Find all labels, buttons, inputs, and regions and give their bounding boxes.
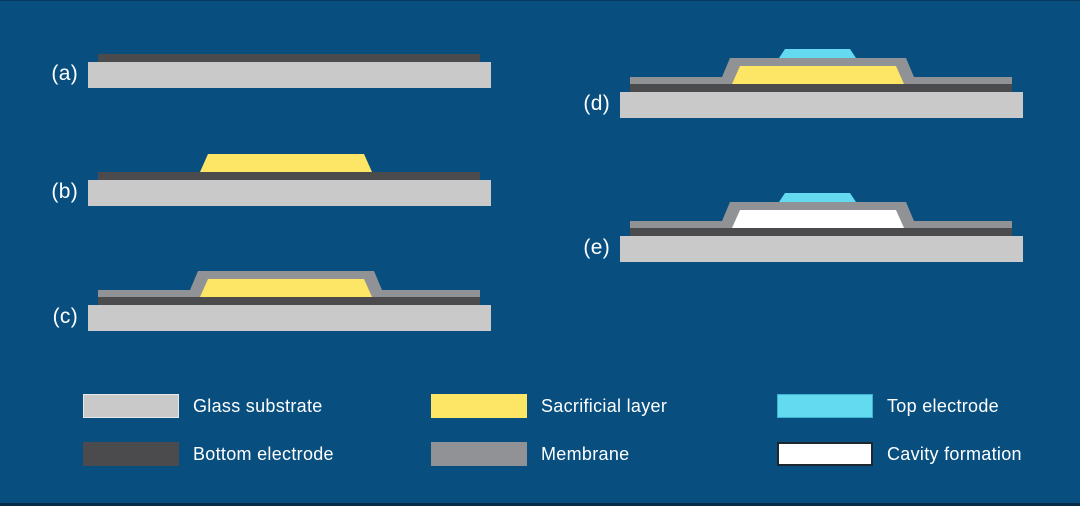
step-a-label: (a): [51, 62, 78, 85]
layer-bottom-electrode: [98, 297, 480, 305]
layer-glass-substrate: [620, 236, 1023, 262]
step-a: (a): [38, 10, 498, 88]
layer-top-electrode: [779, 49, 856, 58]
step-e: (e): [570, 184, 1030, 262]
step-b: (b): [38, 128, 498, 206]
layer-bottom-electrode: [630, 228, 1012, 236]
legend-label: Cavity formation: [887, 444, 1022, 464]
legend-item-top-electrode: Top electrode: [777, 393, 999, 419]
layer-bottom-electrode: [98, 172, 480, 180]
legend-label: Sacrificial layer: [541, 396, 668, 416]
legend-item-glass-substrate: Glass substrate: [83, 393, 323, 419]
step-a-diagram: [88, 54, 491, 88]
layer-sacrificial-layer: [732, 66, 904, 84]
layer-sacrificial-layer: [200, 154, 372, 172]
legend-label: Membrane: [541, 444, 630, 464]
legend-label: Top electrode: [887, 396, 999, 416]
glass-substrate-swatch: [83, 394, 179, 418]
legend-item-bottom-electrode: Bottom electrode: [83, 441, 334, 467]
top-electrode-swatch: [777, 394, 873, 418]
step-c-diagram: [88, 271, 491, 331]
step-c: (c): [38, 253, 498, 331]
layer-cavity: [732, 210, 904, 228]
legend-label: Bottom electrode: [193, 444, 334, 464]
step-e-diagram: [620, 193, 1023, 262]
step-b-diagram: [88, 154, 491, 206]
layer-bottom-electrode: [630, 84, 1012, 92]
layer-glass-substrate: [620, 92, 1023, 118]
legend-label: Glass substrate: [193, 396, 323, 416]
step-b-label: (b): [51, 180, 78, 203]
step-d: (d): [570, 40, 1030, 118]
step-d-diagram: [620, 49, 1023, 118]
layer-glass-substrate: [88, 180, 491, 206]
bottom-electrode-swatch: [83, 442, 179, 466]
step-c-label: (c): [52, 305, 78, 328]
step-d-label: (d): [583, 92, 610, 115]
cavity-formation-swatch: [777, 442, 873, 466]
sacrificial-layer-swatch: [431, 394, 527, 418]
top-edge-line: [0, 0, 1080, 1]
layer-sacrificial-layer: [200, 279, 372, 297]
layer-bottom-electrode: [98, 54, 480, 62]
legend-item-cavity-formation: Cavity formation: [777, 441, 1022, 467]
legend-item-sacrificial-layer: Sacrificial layer: [431, 393, 667, 419]
legend-item-membrane: Membrane: [431, 441, 629, 467]
layer-top-electrode: [779, 193, 856, 202]
bottom-edge-line: [0, 503, 1080, 506]
layer-glass-substrate: [88, 62, 491, 88]
step-e-label: (e): [583, 236, 610, 259]
layer-glass-substrate: [88, 305, 491, 331]
membrane-swatch: [431, 442, 527, 466]
